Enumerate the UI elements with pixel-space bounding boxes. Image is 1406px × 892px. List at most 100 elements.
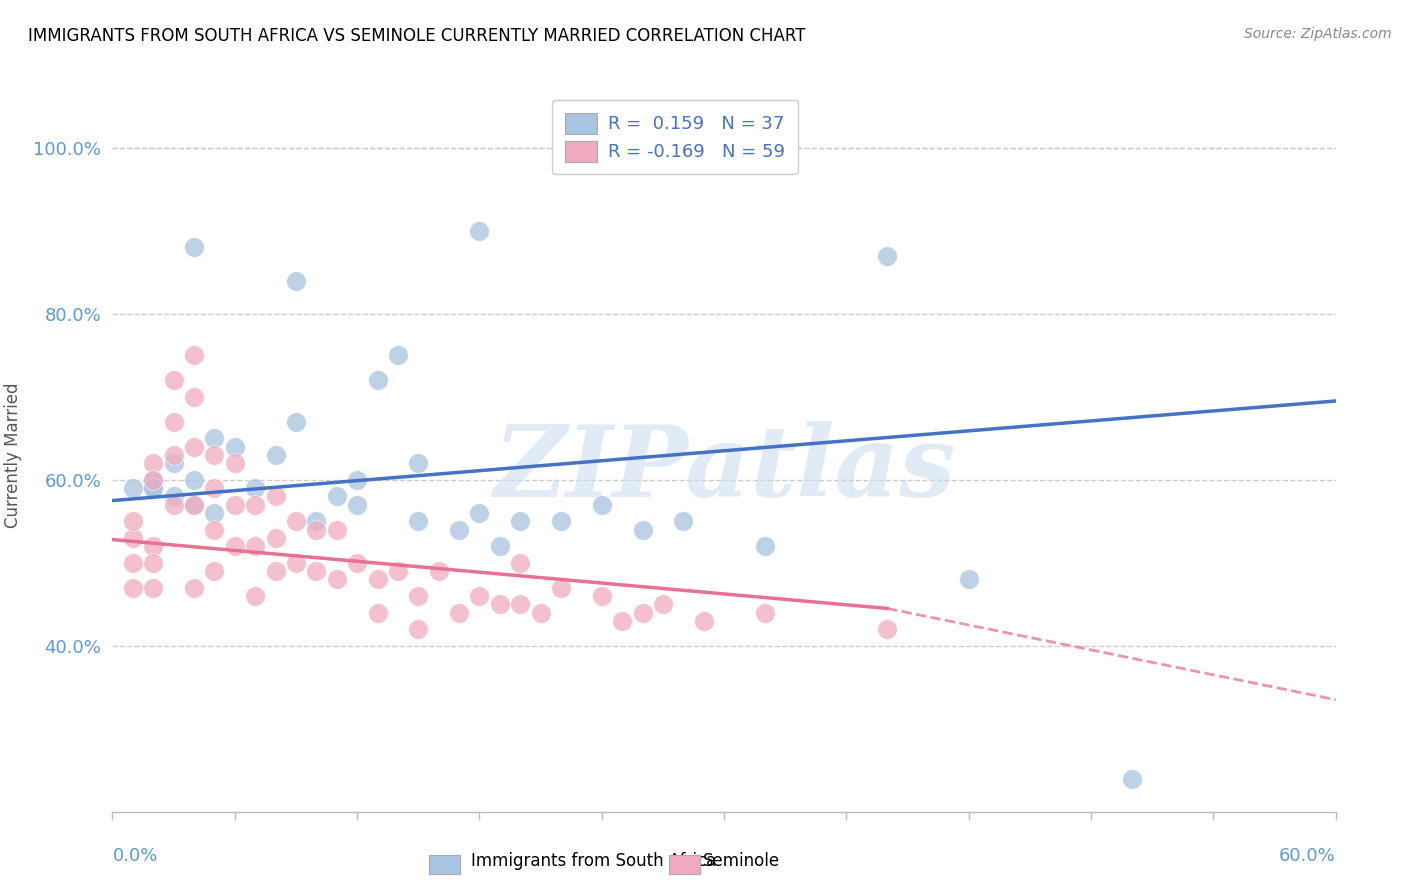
Point — [447, 606, 470, 620]
Point — [183, 581, 205, 595]
Text: Immigrants from South Africa: Immigrants from South Africa — [471, 852, 716, 870]
Point — [509, 597, 531, 611]
Point — [142, 539, 165, 553]
Point — [427, 564, 450, 578]
Point — [305, 514, 328, 528]
Point — [346, 473, 368, 487]
Point — [183, 498, 205, 512]
Point — [245, 498, 267, 512]
Point — [366, 373, 388, 387]
Point — [529, 606, 551, 620]
Point — [264, 490, 287, 504]
Point — [142, 456, 165, 470]
Point — [408, 514, 430, 528]
Point — [183, 498, 205, 512]
Point — [183, 390, 205, 404]
Point — [163, 448, 186, 462]
Point — [122, 581, 145, 595]
Point — [408, 622, 430, 636]
Y-axis label: Currently Married: Currently Married — [4, 382, 22, 528]
Point — [204, 448, 226, 462]
Point — [122, 531, 145, 545]
Point — [163, 373, 186, 387]
Text: 60.0%: 60.0% — [1279, 847, 1336, 864]
Point — [550, 514, 572, 528]
Point — [326, 523, 349, 537]
Text: 0.0%: 0.0% — [112, 847, 157, 864]
Point — [305, 523, 328, 537]
Point — [183, 240, 205, 254]
Point — [163, 498, 186, 512]
Text: Seminole: Seminole — [703, 852, 780, 870]
Text: ZIPatlas: ZIPatlas — [494, 421, 955, 517]
Point — [142, 481, 165, 495]
Point — [163, 490, 186, 504]
Point — [122, 514, 145, 528]
Point — [408, 456, 430, 470]
Point — [610, 614, 633, 628]
Point — [509, 514, 531, 528]
Point — [550, 581, 572, 595]
Text: IMMIGRANTS FROM SOUTH AFRICA VS SEMINOLE CURRENTLY MARRIED CORRELATION CHART: IMMIGRANTS FROM SOUTH AFRICA VS SEMINOLE… — [28, 27, 806, 45]
Point — [652, 597, 675, 611]
Point — [366, 573, 388, 587]
Point — [447, 523, 470, 537]
Point — [183, 473, 205, 487]
Point — [489, 539, 512, 553]
Point — [142, 581, 165, 595]
Point — [876, 622, 898, 636]
Point — [326, 490, 349, 504]
Point — [284, 556, 308, 570]
Point — [204, 564, 226, 578]
Point — [245, 539, 267, 553]
Point — [366, 606, 388, 620]
Point — [468, 506, 491, 520]
Point — [957, 573, 980, 587]
Point — [346, 498, 368, 512]
Point — [224, 539, 246, 553]
Point — [387, 564, 409, 578]
Point — [387, 348, 409, 362]
Point — [142, 481, 165, 495]
Point — [326, 573, 349, 587]
Point — [468, 589, 491, 603]
Point — [264, 531, 287, 545]
Point — [631, 523, 654, 537]
Point — [591, 589, 613, 603]
Point — [224, 456, 246, 470]
Point — [284, 514, 308, 528]
Point — [284, 274, 308, 288]
Point — [264, 564, 287, 578]
Point — [1121, 772, 1143, 786]
Point — [142, 473, 165, 487]
Point — [509, 556, 531, 570]
Point — [876, 249, 898, 263]
Point — [245, 589, 267, 603]
Point — [122, 481, 145, 495]
Point — [183, 348, 205, 362]
Legend: R =  0.159   N = 37, R = -0.169   N = 59: R = 0.159 N = 37, R = -0.169 N = 59 — [553, 100, 799, 174]
Point — [468, 224, 491, 238]
Point — [142, 473, 165, 487]
Point — [693, 614, 716, 628]
Point — [204, 506, 226, 520]
Point — [408, 589, 430, 603]
Point — [163, 456, 186, 470]
Point — [672, 514, 695, 528]
Point — [631, 606, 654, 620]
Point — [204, 431, 226, 445]
Point — [754, 539, 776, 553]
Point — [122, 556, 145, 570]
Point — [346, 556, 368, 570]
Point — [224, 498, 246, 512]
Point — [245, 481, 267, 495]
Point — [754, 606, 776, 620]
Point — [224, 440, 246, 454]
Point — [305, 564, 328, 578]
Point — [204, 523, 226, 537]
Text: Source: ZipAtlas.com: Source: ZipAtlas.com — [1244, 27, 1392, 41]
Point — [163, 415, 186, 429]
Point — [142, 556, 165, 570]
Point — [204, 481, 226, 495]
Point — [183, 440, 205, 454]
